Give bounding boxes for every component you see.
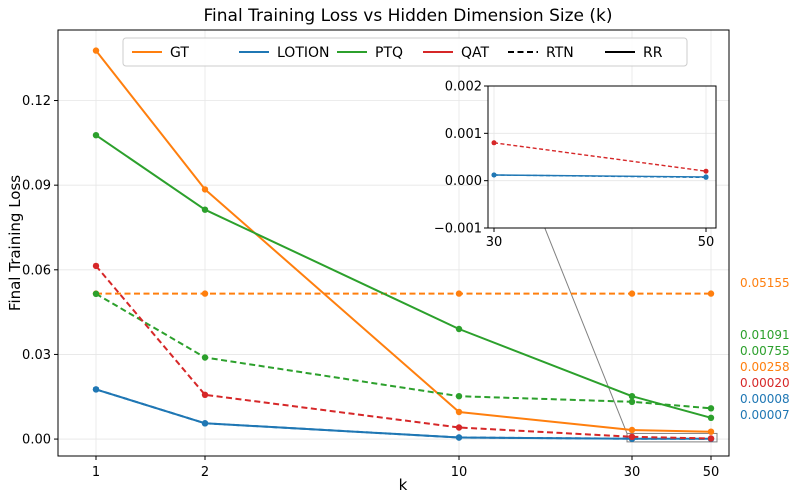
legend-entry-gt: GT [132, 45, 189, 61]
data-point [455, 325, 463, 333]
data-point [201, 290, 209, 297]
y-tick-label: 0.12 [22, 94, 51, 109]
end-value-label: 0.05155 [740, 276, 790, 290]
series-ptq-rtn [92, 290, 715, 412]
legend-box [122, 37, 688, 67]
data-point [455, 290, 463, 297]
inset-frame [487, 85, 717, 229]
inset-series-lotion-rtn [491, 172, 709, 180]
x-axis-ticks: 1 2 10 30 50 [92, 456, 719, 480]
inset-y-tick-label: 0.001 [445, 127, 482, 142]
data-point [455, 424, 463, 431]
x-tick-label: 2 [201, 465, 209, 480]
data-point [707, 405, 715, 412]
zoom-source-box [626, 432, 718, 443]
inset-series-line [493, 142, 707, 172]
legend-label: RTN [546, 45, 574, 61]
y-axis-label: Final Training Loss [6, 175, 24, 311]
data-point [628, 290, 636, 297]
data-point [455, 408, 463, 416]
inset-data-point [703, 168, 709, 174]
data-point [92, 290, 100, 297]
data-point [707, 414, 715, 421]
inset-data-point [703, 174, 709, 180]
legend-entry-ptq: PTQ [337, 45, 403, 61]
y-tick-label: 0.03 [22, 348, 51, 363]
inset-data-point [491, 140, 497, 146]
end-value-label: 0.01091 [740, 328, 790, 342]
legend-label: GT [170, 45, 189, 61]
legend-label: QAT [461, 45, 490, 61]
inset-x-tick-label: 30 [486, 235, 503, 250]
data-point [707, 290, 715, 297]
inset-y-tick-label: −0.001 [434, 222, 482, 237]
plot-frame [57, 29, 730, 457]
legend: GT LOTION PTQ QAT RTN RR [122, 37, 688, 67]
end-value-labels: 0.05155 0.01091 0.00755 0.00258 0.00020 0.000… [740, 276, 790, 422]
end-value-label: 0.00258 [740, 360, 790, 374]
inset-series-qat-rtn [491, 140, 709, 174]
inset-series-line [493, 174, 707, 179]
inset-x-tick-label: 50 [698, 235, 715, 250]
end-value-label: 0.00007 [740, 408, 790, 422]
data-point [455, 434, 463, 441]
series-layer [92, 47, 715, 443]
legend-entry-lotion: LOTION [239, 45, 330, 61]
data-point [201, 186, 209, 193]
data-point [201, 391, 209, 398]
legend-entry-rr: RR [605, 45, 663, 61]
y-tick-label: 0.06 [22, 263, 51, 278]
end-value-label: 0.00008 [740, 392, 790, 406]
inset-data-point [491, 172, 497, 178]
chart-title: Final Training Loss vs Hidden Dimension … [204, 6, 613, 26]
y-tick-label: 0.09 [22, 179, 51, 194]
series-line [95, 388, 712, 440]
legend-entry-qat: QAT [423, 45, 490, 61]
inset-series-layer [491, 140, 709, 180]
legend-entry-rtn: RTN [508, 45, 574, 61]
data-point [628, 398, 636, 405]
data-point [201, 206, 209, 213]
inset-y-tick-label: 0.000 [445, 174, 482, 189]
data-point [628, 433, 636, 440]
legend-label: RR [643, 45, 663, 61]
end-value-label: 0.00755 [740, 344, 790, 358]
x-tick-label: 1 [92, 465, 100, 480]
series-qat-rtn [92, 262, 715, 442]
end-value-label: 0.00020 [740, 376, 790, 390]
data-point [707, 435, 715, 442]
data-point [92, 47, 100, 54]
data-point [628, 393, 636, 400]
x-tick-label: 30 [624, 465, 641, 480]
x-tick-label: 50 [703, 465, 720, 480]
series-gt-rr [92, 47, 715, 435]
data-point [92, 132, 100, 139]
data-point [707, 428, 715, 435]
inset-y-tick-label: 0.002 [445, 80, 482, 95]
legend-label: PTQ [375, 45, 403, 61]
data-point [201, 354, 209, 361]
data-point [92, 386, 100, 393]
x-tick-label: 10 [451, 465, 468, 480]
data-point [201, 420, 209, 427]
data-point [628, 426, 636, 434]
y-axis-ticks: 0.00 0.03 0.06 0.09 0.12 [22, 94, 58, 448]
inset-zoom-plot: −0.001 0.000 0.001 0.002 30 50 [434, 80, 717, 250]
legend-label: LOTION [277, 45, 330, 61]
data-point [455, 393, 463, 400]
inset-background [488, 86, 716, 228]
x-axis-label: k [399, 476, 408, 494]
data-point [92, 262, 100, 270]
y-tick-label: 0.00 [22, 433, 51, 448]
